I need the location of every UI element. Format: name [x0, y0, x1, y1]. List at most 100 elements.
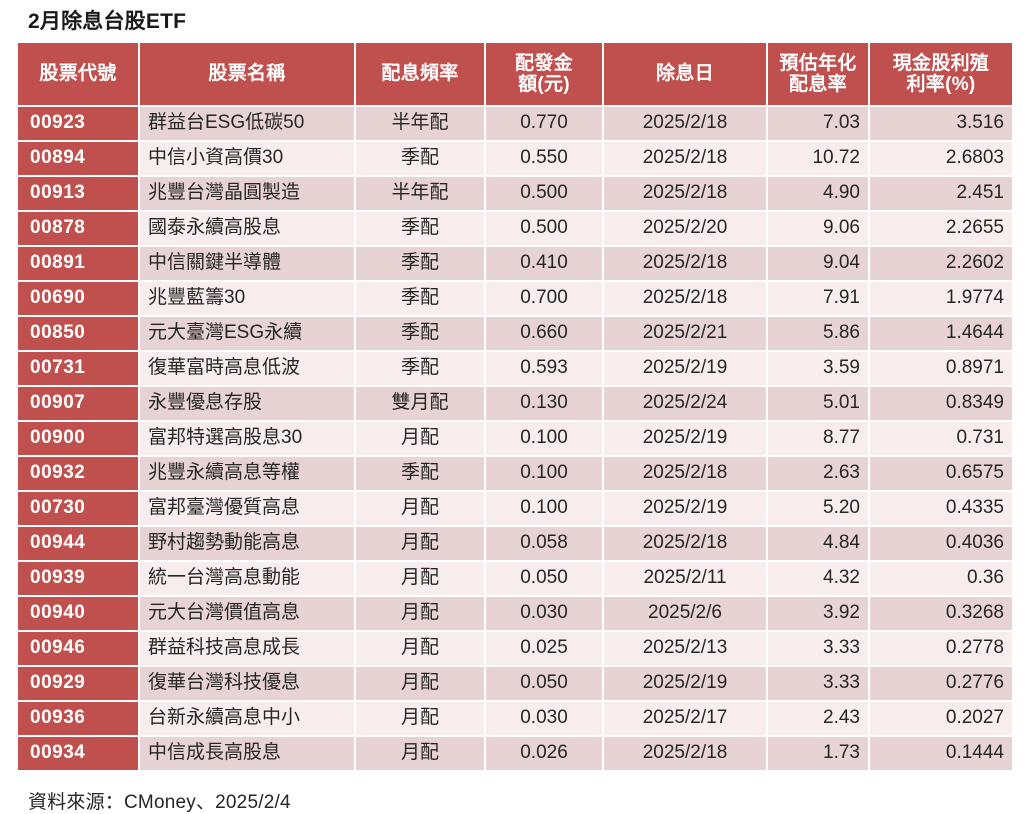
table-row: 00923 群益台ESG低碳50 半年配 0.770 2025/2/18 7.03 3.51…	[18, 107, 1012, 141]
cell-name: 中信小資高價30	[140, 142, 354, 176]
cell-code: 00939	[18, 562, 138, 596]
column-header-rate: 預估年化 配息率	[768, 43, 868, 106]
cell-code: 00731	[18, 352, 138, 386]
cell-amount: 0.660	[486, 317, 602, 351]
cell-date: 2025/2/19	[604, 422, 766, 456]
cell-name: 富邦臺灣優質高息	[140, 492, 354, 526]
table-body: 00923 群益台ESG低碳50 半年配 0.770 2025/2/18 7.03 3.51…	[18, 107, 1012, 771]
table-header: 股票代號 股票名稱 配息頻率 配發金 額(元) 除息日 預估年化 配息率	[18, 43, 1012, 106]
cell-yield: 1.9774	[870, 282, 1012, 316]
cell-date: 2025/2/11	[604, 562, 766, 596]
column-header-name: 股票名稱	[140, 43, 354, 106]
table-row: 00690 兆豐藍籌30 季配 0.700 2025/2/18 7.91 1.9774	[18, 282, 1012, 316]
cell-amount: 0.500	[486, 177, 602, 211]
cell-rate: 10.72	[768, 142, 868, 176]
cell-yield: 0.6575	[870, 457, 1012, 491]
cell-rate: 7.91	[768, 282, 868, 316]
cell-code: 00730	[18, 492, 138, 526]
column-header-code: 股票代號	[18, 43, 138, 106]
cell-rate: 3.59	[768, 352, 868, 386]
cell-code: 00923	[18, 107, 138, 141]
cell-amount: 0.593	[486, 352, 602, 386]
cell-amount: 0.030	[486, 702, 602, 736]
cell-yield: 0.2027	[870, 702, 1012, 736]
cell-date: 2025/2/18	[604, 142, 766, 176]
cell-rate: 2.43	[768, 702, 868, 736]
table-row: 00878 國泰永續高股息 季配 0.500 2025/2/20 9.06 2.2655	[18, 212, 1012, 246]
cell-yield: 0.2776	[870, 667, 1012, 701]
header-line: 利率(%)	[906, 74, 976, 96]
cell-freq: 月配	[356, 597, 484, 631]
cell-freq: 季配	[356, 247, 484, 281]
table-row: 00936 台新永續高息中小 月配 0.030 2025/2/17 2.43 0.2027	[18, 702, 1012, 736]
cell-amount: 0.130	[486, 387, 602, 421]
cell-amount: 0.026	[486, 737, 602, 771]
header-line: 除息日	[656, 63, 714, 85]
cell-code: 00894	[18, 142, 138, 176]
header-line: 配發金	[515, 52, 573, 74]
table-row: 00850 元大臺灣ESG永續 季配 0.660 2025/2/21 5.86 1.4644	[18, 317, 1012, 351]
cell-code: 00891	[18, 247, 138, 281]
cell-yield: 3.516	[870, 107, 1012, 141]
table-row: 00944 野村趨勢動能高息 月配 0.058 2025/2/18 4.84 0.4036	[18, 527, 1012, 561]
cell-date: 2025/2/19	[604, 667, 766, 701]
cell-code: 00850	[18, 317, 138, 351]
cell-freq: 月配	[356, 702, 484, 736]
cell-yield: 0.2778	[870, 632, 1012, 666]
cell-amount: 0.100	[486, 492, 602, 526]
table-header-row: 股票代號 股票名稱 配息頻率 配發金 額(元) 除息日 預估年化 配息率	[18, 43, 1012, 106]
cell-freq: 季配	[356, 457, 484, 491]
cell-date: 2025/2/6	[604, 597, 766, 631]
cell-name: 國泰永續高股息	[140, 212, 354, 246]
table-row: 00900 富邦特選高股息30 月配 0.100 2025/2/19 8.77 0.731	[18, 422, 1012, 456]
cell-yield: 0.731	[870, 422, 1012, 456]
cell-date: 2025/2/17	[604, 702, 766, 736]
cell-freq: 季配	[356, 282, 484, 316]
cell-freq: 雙月配	[356, 387, 484, 421]
cell-date: 2025/2/18	[604, 737, 766, 771]
cell-amount: 0.100	[486, 457, 602, 491]
table-row: 00929 復華台灣科技優息 月配 0.050 2025/2/19 3.33 0.2776	[18, 667, 1012, 701]
cell-code: 00878	[18, 212, 138, 246]
source-note: 資料來源：CMoney、2025/2/4	[28, 792, 291, 814]
table-row: 00907 永豐優息存股 雙月配 0.130 2025/2/24 5.01 0.8349	[18, 387, 1012, 421]
page-title: 2月除息台股ETF	[28, 10, 187, 33]
header-line: 配息率	[789, 74, 847, 96]
cell-yield: 2.2655	[870, 212, 1012, 246]
header-line: 額(元)	[518, 74, 570, 96]
cell-freq: 月配	[356, 527, 484, 561]
cell-amount: 0.770	[486, 107, 602, 141]
cell-name: 中信關鍵半導體	[140, 247, 354, 281]
cell-amount: 0.410	[486, 247, 602, 281]
etf-dividend-table: 股票代號 股票名稱 配息頻率 配發金 額(元) 除息日 預估年化 配息率	[16, 41, 1014, 772]
column-header-date: 除息日	[604, 43, 766, 106]
cell-rate: 1.73	[768, 737, 868, 771]
cell-rate: 5.20	[768, 492, 868, 526]
cell-amount: 0.050	[486, 667, 602, 701]
cell-freq: 月配	[356, 737, 484, 771]
cell-amount: 0.100	[486, 422, 602, 456]
cell-date: 2025/2/18	[604, 457, 766, 491]
cell-date: 2025/2/19	[604, 492, 766, 526]
cell-name: 復華富時高息低波	[140, 352, 354, 386]
cell-date: 2025/2/18	[604, 247, 766, 281]
table-row: 00932 兆豐永續高息等權 季配 0.100 2025/2/18 2.63 0.6575	[18, 457, 1012, 491]
cell-name: 復華台灣科技優息	[140, 667, 354, 701]
header-line: 預估年化	[779, 52, 857, 74]
cell-name: 富邦特選高股息30	[140, 422, 354, 456]
cell-code: 00946	[18, 632, 138, 666]
cell-rate: 4.32	[768, 562, 868, 596]
cell-rate: 5.01	[768, 387, 868, 421]
cell-amount: 0.058	[486, 527, 602, 561]
table-row: 00939 統一台灣高息動能 月配 0.050 2025/2/11 4.32 0.36	[18, 562, 1012, 596]
cell-freq: 月配	[356, 422, 484, 456]
cell-freq: 半年配	[356, 177, 484, 211]
table-row: 00891 中信關鍵半導體 季配 0.410 2025/2/18 9.04 2.2602	[18, 247, 1012, 281]
cell-name: 永豐優息存股	[140, 387, 354, 421]
cell-code: 00907	[18, 387, 138, 421]
cell-name: 統一台灣高息動能	[140, 562, 354, 596]
cell-yield: 2.451	[870, 177, 1012, 211]
cell-freq: 季配	[356, 352, 484, 386]
cell-rate: 8.77	[768, 422, 868, 456]
cell-amount: 0.050	[486, 562, 602, 596]
